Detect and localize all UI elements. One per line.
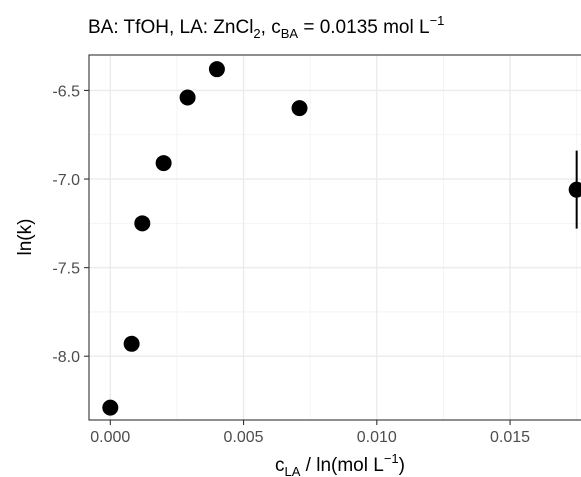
x-axis-title: cLA / ln(mol L−1) <box>275 451 405 477</box>
y-tick-label: -6.5 <box>52 83 80 100</box>
data-point <box>208 61 225 78</box>
data-point <box>179 89 196 106</box>
data-points <box>102 61 581 416</box>
data-point <box>134 215 151 232</box>
data-point <box>155 155 172 172</box>
x-tick-label: 0.005 <box>224 429 264 446</box>
y-tick-label: -8.0 <box>52 349 80 366</box>
panel-border <box>88 54 581 421</box>
y-tick-label: -7.5 <box>52 261 80 278</box>
x-tick-label: 0.000 <box>90 429 130 446</box>
x-axis-ticks: 0.000 0.005 0.010 0.015 <box>90 420 530 446</box>
x-tick-label: 0.010 <box>357 429 397 446</box>
x-tick-label: 0.015 <box>490 429 530 446</box>
data-point <box>291 100 308 117</box>
data-point <box>123 335 140 352</box>
y-axis-ticks: -8.0 -7.5 -7.0 -6.5 <box>52 83 89 366</box>
y-tick-label: -7.0 <box>52 172 80 189</box>
data-point <box>568 181 581 198</box>
grid <box>89 55 581 420</box>
y-axis-title: ln(k) <box>15 219 36 256</box>
chart-title: BA: TfOH, LA: ZnCl2, cBA = 0.0135 mol L−… <box>88 13 444 41</box>
data-point <box>102 399 119 416</box>
